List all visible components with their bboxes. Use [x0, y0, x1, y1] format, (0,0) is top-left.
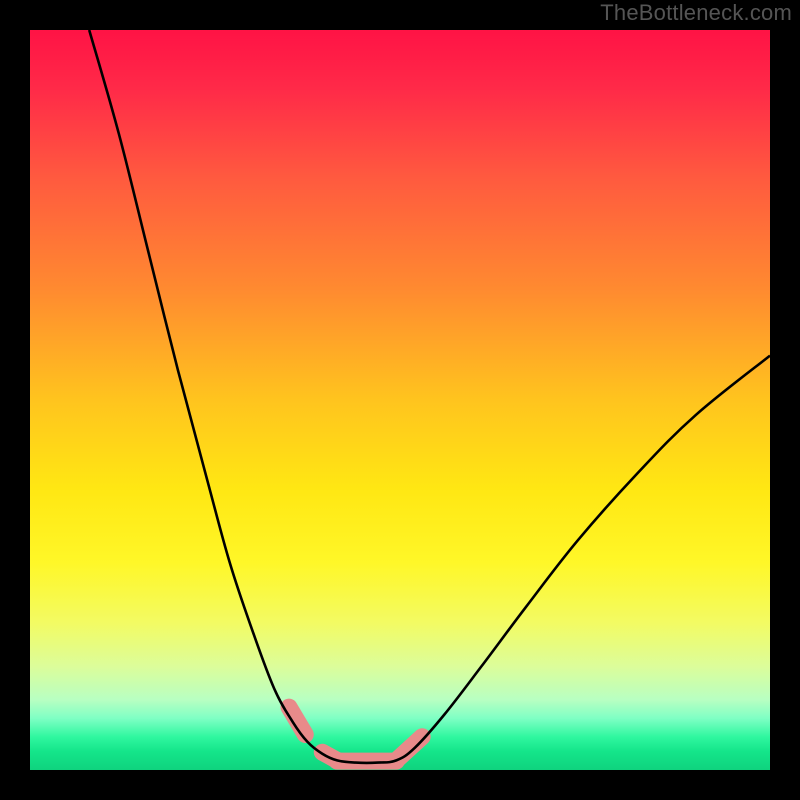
chart-stage: TheBottleneck.com [0, 0, 800, 800]
plot-area [30, 30, 770, 770]
bottleneck-chart-svg [0, 0, 800, 800]
